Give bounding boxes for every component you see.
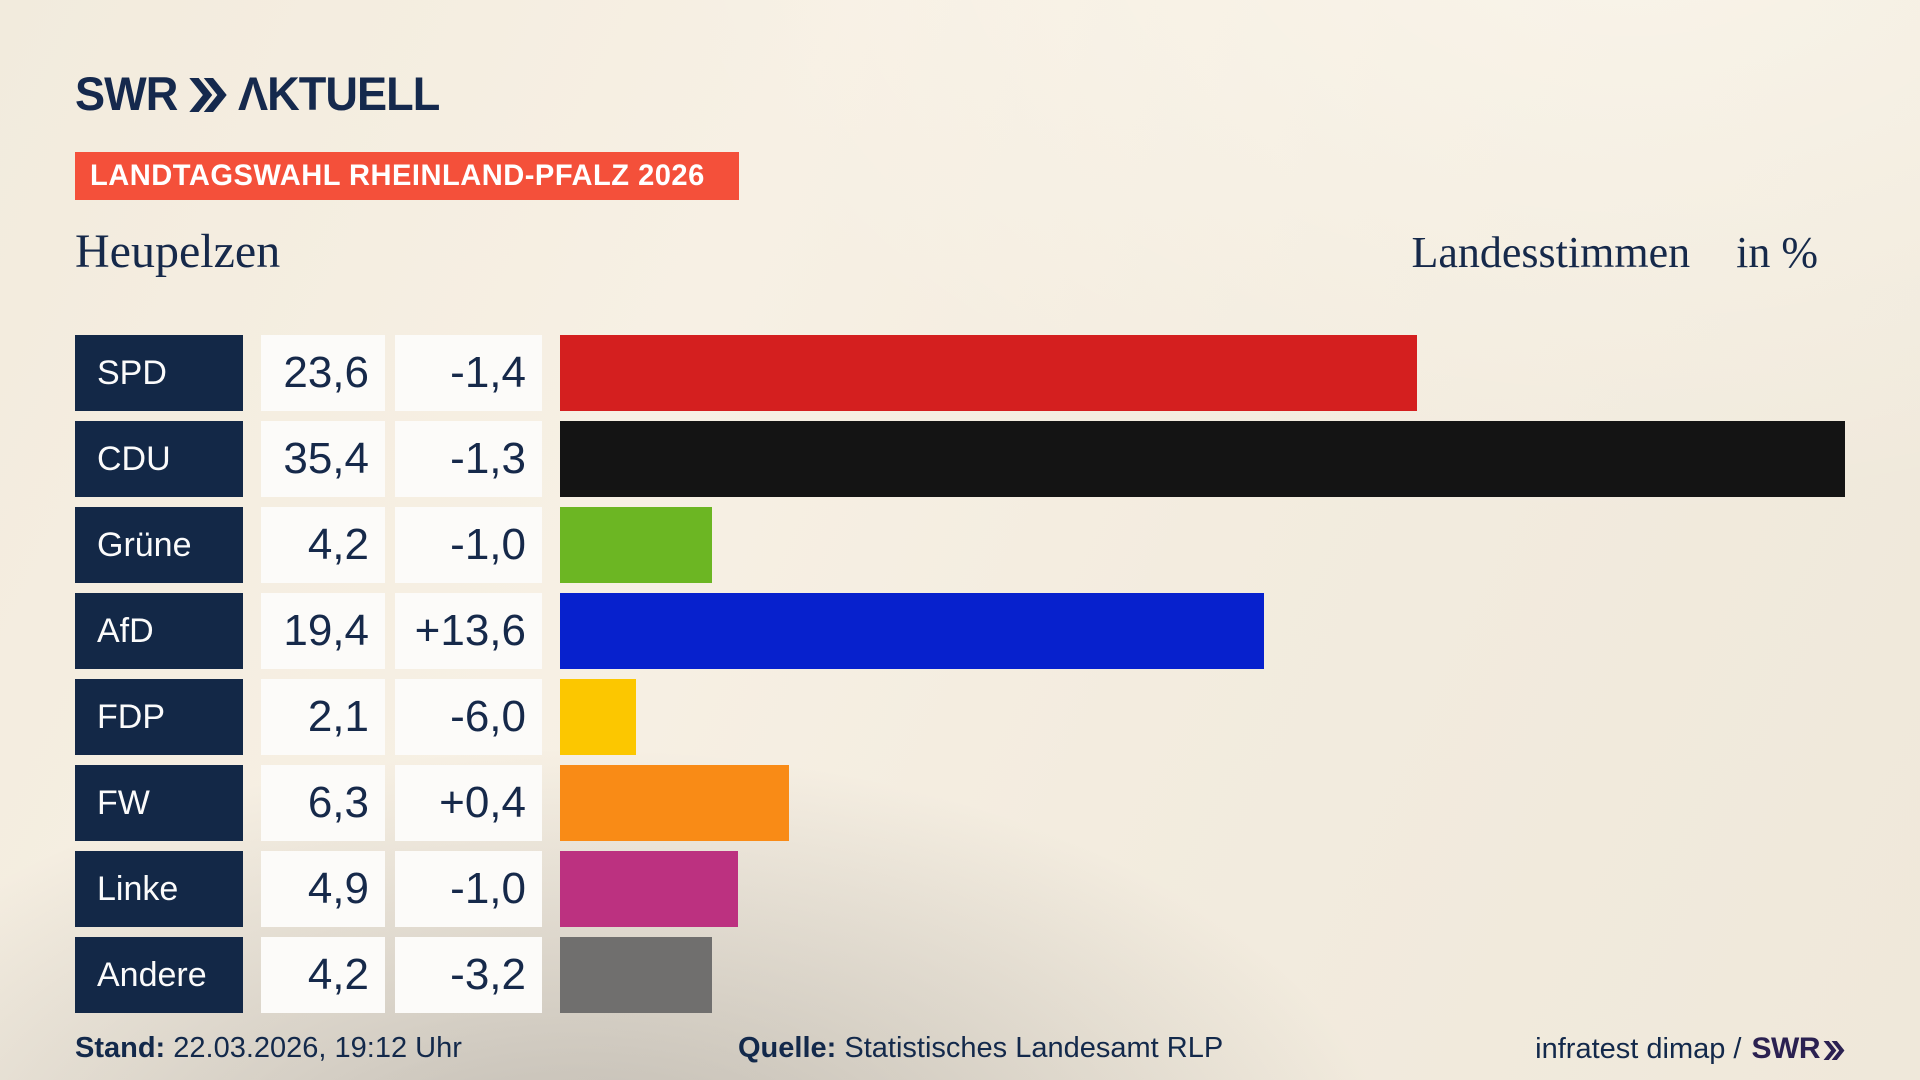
title-bar: Heupelzen Landesstimmen in % (75, 224, 1818, 279)
party-value: 4,2 (261, 937, 385, 1013)
party-value: 4,2 (261, 507, 385, 583)
bar-track (560, 421, 1845, 497)
party-change: -6,0 (395, 679, 542, 755)
party-value: 4,9 (261, 851, 385, 927)
party-change: +13,6 (395, 593, 542, 669)
party-value: 19,4 (261, 593, 385, 669)
party-row-andere: Andere 4,2 -3,2 (75, 937, 1845, 1013)
bar-track (560, 765, 1845, 841)
value-bar (560, 593, 1265, 669)
value-bar (560, 937, 713, 1013)
election-badge-label: LANDTAGSWAHL RHEINLAND-PFALZ 2026 (90, 159, 705, 192)
party-value: 6,3 (261, 765, 385, 841)
stand-value: 22.03.2026, 19:12 Uhr (173, 1032, 462, 1064)
party-change: +0,4 (395, 765, 542, 841)
bar-track (560, 937, 1845, 1013)
party-row-cdu: CDU 35,4 -1,3 (75, 421, 1845, 497)
party-change: -3,2 (395, 937, 542, 1013)
bar-track (560, 851, 1845, 927)
party-row-spd: SPD 23,6 -1,4 (75, 335, 1845, 411)
stand-info: Stand: 22.03.2026, 19:12 Uhr (75, 1032, 462, 1065)
logo-swr-text: SWR (75, 67, 178, 120)
party-label: Grüne (75, 507, 243, 583)
source-label: Quelle: (738, 1032, 837, 1064)
double-chevron-icon (188, 77, 227, 112)
party-label: CDU (75, 421, 243, 497)
credit-text: infratest dimap / (1535, 1032, 1742, 1065)
credit-swr-text: SWR (1751, 1032, 1821, 1065)
party-label: FW (75, 765, 243, 841)
credit-info: infratest dimap / SWR (1535, 1032, 1845, 1066)
source-value: Statistisches Landesamt RLP (844, 1032, 1224, 1064)
vote-type-label: Landesstimmen (1411, 228, 1691, 277)
party-row-afd: AfD 19,4 +13,6 (75, 593, 1845, 669)
party-change: -1,0 (395, 851, 542, 927)
party-label: AfD (75, 593, 243, 669)
bar-track (560, 507, 1845, 583)
party-value: 2,1 (261, 679, 385, 755)
party-row-fw: FW 6,3 +0,4 (75, 765, 1845, 841)
party-value: 35,4 (261, 421, 385, 497)
party-label: FDP (75, 679, 243, 755)
results-chart: SPD 23,6 -1,4 CDU 35,4 -1,3 Grüne 4,2 -1… (75, 335, 1845, 1023)
election-badge: LANDTAGSWAHL RHEINLAND-PFALZ 2026 (75, 152, 739, 200)
party-value: 23,6 (261, 335, 385, 411)
value-bar (560, 335, 1417, 411)
party-change: -1,4 (395, 335, 542, 411)
value-bar (560, 421, 1845, 497)
unit-label: in % (1736, 228, 1818, 277)
double-chevron-icon (1823, 1041, 1845, 1060)
logo-aktuell-text: ΛKTUELL (237, 67, 440, 120)
party-change: -1,0 (395, 507, 542, 583)
party-row-grüne: Grüne 4,2 -1,0 (75, 507, 1845, 583)
party-row-linke: Linke 4,9 -1,0 (75, 851, 1845, 927)
party-label: Linke (75, 851, 243, 927)
value-bar (560, 851, 738, 927)
bar-track (560, 593, 1845, 669)
party-row-fdp: FDP 2,1 -6,0 (75, 679, 1845, 755)
bar-track (560, 335, 1845, 411)
swr-aktuell-logo: SWR ΛKTUELL (75, 66, 447, 121)
municipality-title: Heupelzen (75, 225, 281, 278)
stand-label: Stand: (75, 1032, 166, 1064)
bar-track (560, 679, 1845, 755)
party-label: Andere (75, 937, 243, 1013)
party-label: SPD (75, 335, 243, 411)
source-info: Quelle: Statistisches Landesamt RLP (738, 1032, 1223, 1065)
value-bar (560, 507, 713, 583)
value-bar (560, 679, 637, 755)
value-bar (560, 765, 789, 841)
party-change: -1,3 (395, 421, 542, 497)
footer: Stand: 22.03.2026, 19:12 Uhr Quelle: Sta… (75, 1032, 1845, 1072)
